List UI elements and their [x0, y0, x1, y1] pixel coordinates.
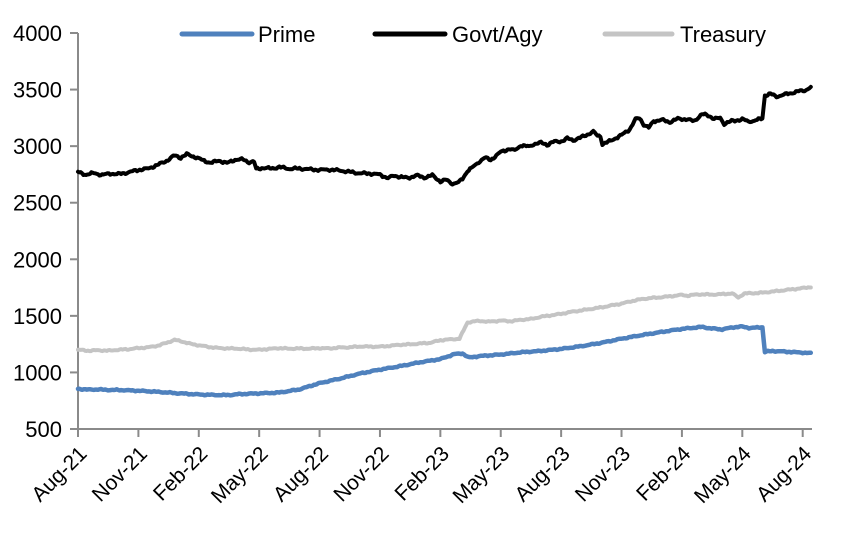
y-tick-label: 500: [25, 417, 62, 442]
y-tick-label: 3000: [13, 134, 62, 159]
axis-lines: [77, 33, 812, 430]
x-tick-label: Nov-21: [88, 442, 152, 506]
x-tick-label: Nov-22: [329, 442, 393, 506]
series-line-treasury: [76, 285, 813, 354]
legend-label-prime: Prime: [258, 22, 315, 47]
y-tick-label: 1000: [13, 360, 62, 385]
series-line-prime: [75, 323, 814, 398]
x-tick-label: May-24: [690, 442, 756, 508]
y-tick-label: 1500: [13, 304, 62, 329]
x-tick-label: Aug-22: [269, 442, 333, 506]
chart-legend: Prime Govt/Agy Treasury: [179, 22, 766, 47]
series-layer: [75, 84, 814, 398]
x-tick-label: May-22: [207, 442, 273, 508]
y-tick-label: 3500: [13, 78, 62, 103]
series-line-govt-agy: [76, 84, 813, 187]
y-tick-label: 2000: [13, 247, 62, 272]
x-tick-label: Aug-21: [27, 442, 91, 506]
x-tick-label: Nov-23: [571, 442, 635, 506]
x-tick-label: Feb-22: [149, 442, 212, 505]
x-tick-label: Feb-23: [391, 442, 454, 505]
x-tick-label: May-23: [448, 442, 514, 508]
legend-label-govt-agy: Govt/Agy: [452, 22, 542, 47]
x-tick-label: Feb-24: [632, 442, 696, 506]
axis-layer: 5001000150020002500300035004000Aug-21Nov…: [13, 21, 816, 508]
x-tick-label: Aug-24: [752, 442, 816, 506]
legend-label-treasury: Treasury: [680, 22, 766, 47]
y-tick-label: 4000: [13, 21, 62, 46]
y-tick-label: 2500: [13, 191, 62, 216]
x-tick-label: Aug-23: [511, 442, 575, 506]
